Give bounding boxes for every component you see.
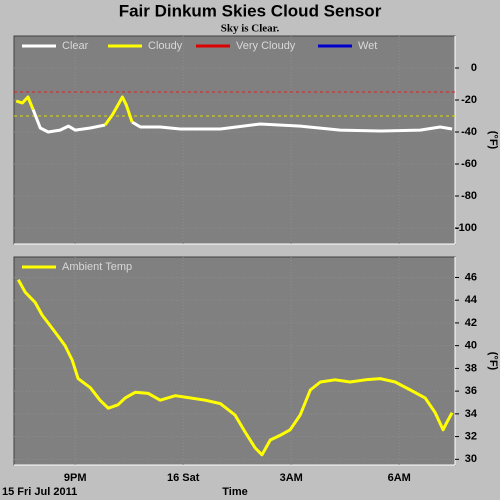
y-tick-label: 34 <box>465 408 478 420</box>
y-tick-label: 32 <box>465 430 477 442</box>
data-line <box>16 278 454 457</box>
y-tick-label: -20 <box>461 94 477 106</box>
x-tick-label: 16 Sat <box>167 472 200 484</box>
x-axis-label: Time <box>222 486 247 498</box>
y-tick-label: -100 <box>455 222 477 234</box>
y-axis-label: (°F) <box>487 352 499 371</box>
legend-label: Ambient Temp <box>62 261 132 273</box>
date-label: 15 Fri Jul 2011 <box>2 486 77 498</box>
y-tick-label: -40 <box>461 126 477 138</box>
legend-label: Clear <box>62 40 89 52</box>
plot-area <box>13 256 456 466</box>
legend-label: Very Cloudy <box>236 40 296 52</box>
plot-area <box>13 35 456 245</box>
data-line <box>15 95 134 126</box>
chart-title: Fair Dinkum Skies Cloud Sensor <box>119 1 382 20</box>
x-tick-label: 6AM <box>388 472 411 484</box>
data-line <box>31 109 453 134</box>
y-axis-label: (°F) <box>487 131 499 150</box>
legend-label: Wet <box>358 40 377 52</box>
y-tick-label: 44 <box>465 294 478 306</box>
legend-label: Cloudy <box>148 40 183 52</box>
y-tick-label: 38 <box>465 362 477 374</box>
y-tick-label: 36 <box>465 385 477 397</box>
chart-subtitle: Sky is Clear. <box>221 23 280 35</box>
y-tick-label: 30 <box>465 453 477 465</box>
y-tick-label: 0 <box>471 62 477 74</box>
y-tick-label: -80 <box>461 190 477 202</box>
x-tick-label: 9PM <box>64 472 87 484</box>
y-tick-label: 46 <box>465 271 477 283</box>
x-tick-label: 3AM <box>280 472 303 484</box>
y-tick-label: 40 <box>465 340 477 352</box>
y-tick-label: 42 <box>465 317 477 329</box>
y-tick-label: -60 <box>461 158 477 170</box>
